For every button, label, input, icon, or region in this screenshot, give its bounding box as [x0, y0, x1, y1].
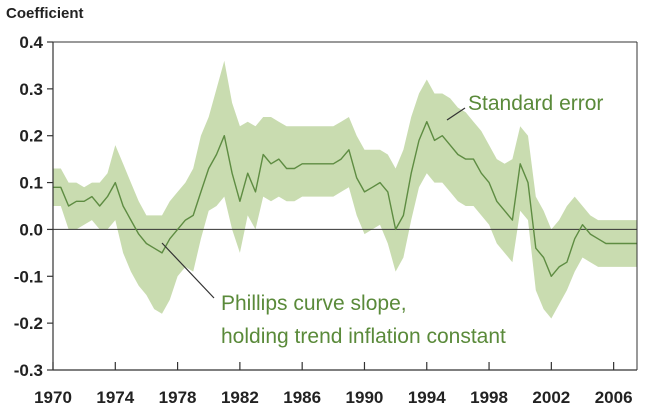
y-tick-label: 0.2 [19, 127, 43, 146]
y-tick-label: 0.1 [19, 174, 43, 193]
x-tick-label: 1998 [470, 388, 508, 407]
ticks-layer: 0.4 0.3 0.2 0.1 0.0 -0.1 -0.2 -0.3 1970 1974 1978 1… [14, 33, 633, 407]
axes-layer [52, 41, 638, 371]
x-tick-label: 2006 [595, 388, 633, 407]
y-tick-label: -0.2 [14, 314, 43, 333]
x-tick-label: 1982 [221, 388, 259, 407]
y-tick-label: -0.3 [14, 361, 43, 380]
phillips-curve-line-layer [53, 120, 637, 277]
x-tick-label: 1986 [283, 388, 321, 407]
annotation-trend-inflation: holding trend inflation constant [221, 325, 506, 348]
y-tick-label: 0.4 [19, 33, 43, 52]
phillips-curve-slope-line [53, 120, 637, 277]
phillips-slope-leader-line [161, 242, 215, 299]
x-tick-label: 1970 [34, 388, 72, 407]
x-tick-label: 2002 [532, 388, 570, 407]
x-tick-label: 1974 [96, 388, 134, 407]
y-tick-label: -0.1 [14, 267, 43, 286]
y-tick-label: 0.3 [19, 80, 43, 99]
standard-error-band-layer [53, 60, 637, 319]
annotation-standard-error: Standard error [468, 92, 603, 115]
x-tick-label: 1990 [346, 388, 384, 407]
annotation-layer: Standard error Phillips curve slope, hol… [161, 92, 603, 348]
y-tick-label: 0.0 [19, 220, 43, 239]
x-tick-label: 1978 [159, 388, 197, 407]
standard-error-band [53, 60, 637, 319]
annotation-phillips-slope: Phillips curve slope, [221, 292, 407, 315]
x-tick-label: 1994 [408, 388, 446, 407]
y-axis-label: Coefficient [6, 5, 84, 22]
standard-error-leader-line [446, 107, 466, 121]
